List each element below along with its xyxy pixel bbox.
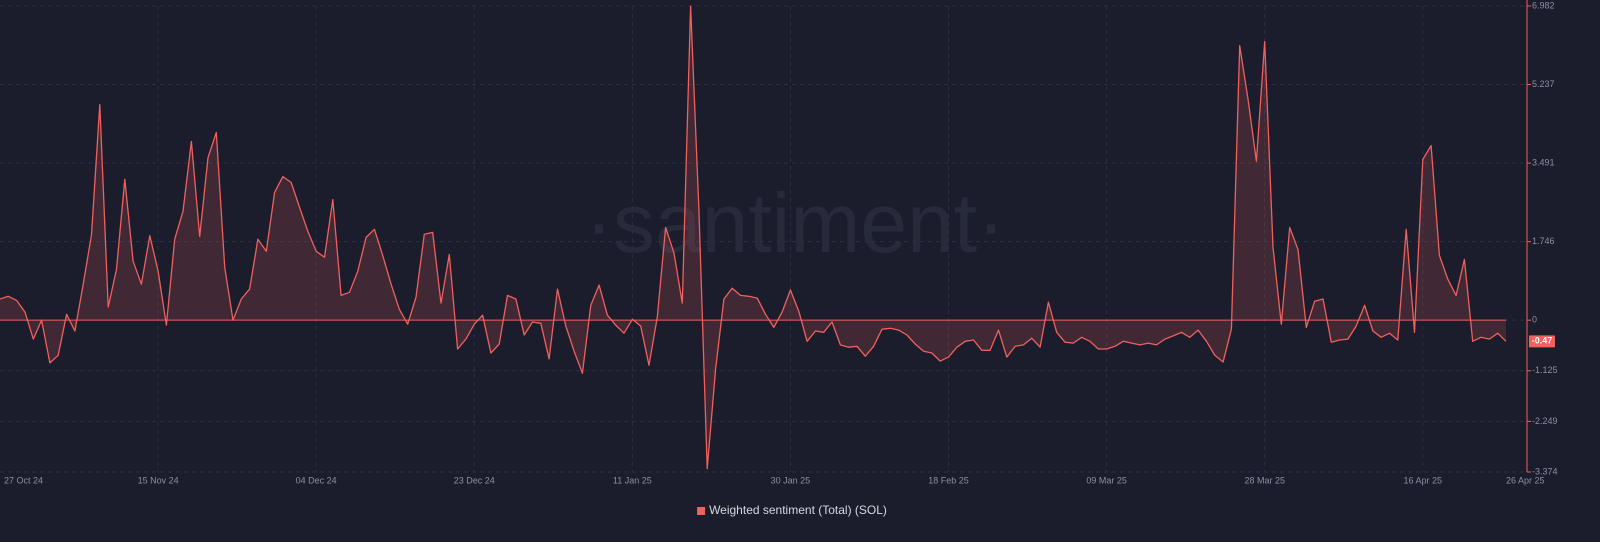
y-tick-label: 3.491: [1532, 157, 1555, 167]
x-tick-label: 16 Apr 25: [1404, 475, 1443, 485]
last-value-label: -0.47: [1532, 336, 1553, 346]
x-tick-label: 11 Jan 25: [613, 475, 652, 485]
x-tick-label: 27 Oct 24: [4, 475, 43, 485]
legend-label: Weighted sentiment (Total) (SOL): [709, 503, 887, 517]
x-tick-label: 30 Jan 25: [771, 475, 811, 485]
area: [0, 6, 1506, 469]
legend-item: Weighted sentiment (Total) (SOL): [697, 503, 887, 517]
y-tick-label: 1.746: [1532, 236, 1555, 246]
y-tick-label: 0: [1532, 315, 1537, 325]
y-tick-label: -2.249: [1532, 416, 1558, 426]
x-tick-label: 23 Dec 24: [454, 475, 495, 485]
watermark: ·santiment·: [585, 176, 1005, 270]
x-tick-label: 18 Feb 25: [928, 475, 969, 485]
x-tick-label: 04 Dec 24: [296, 475, 337, 485]
x-tick-label: 26 Apr 25: [1506, 475, 1545, 485]
y-tick-label: 6.982: [1532, 0, 1555, 10]
y-tick-label: 5.237: [1532, 79, 1555, 89]
x-tick-label: 28 Mar 25: [1244, 475, 1285, 485]
line: [0, 5, 1507, 470]
y-tick-label: -1.125: [1532, 365, 1558, 375]
x-tick-label: 15 Nov 24: [138, 475, 179, 485]
legend-swatch: [697, 507, 706, 515]
y-tick-label: -3.374: [1532, 466, 1558, 476]
x-tick-label: 09 Mar 25: [1086, 475, 1127, 485]
last-value-badge: [1529, 335, 1555, 348]
